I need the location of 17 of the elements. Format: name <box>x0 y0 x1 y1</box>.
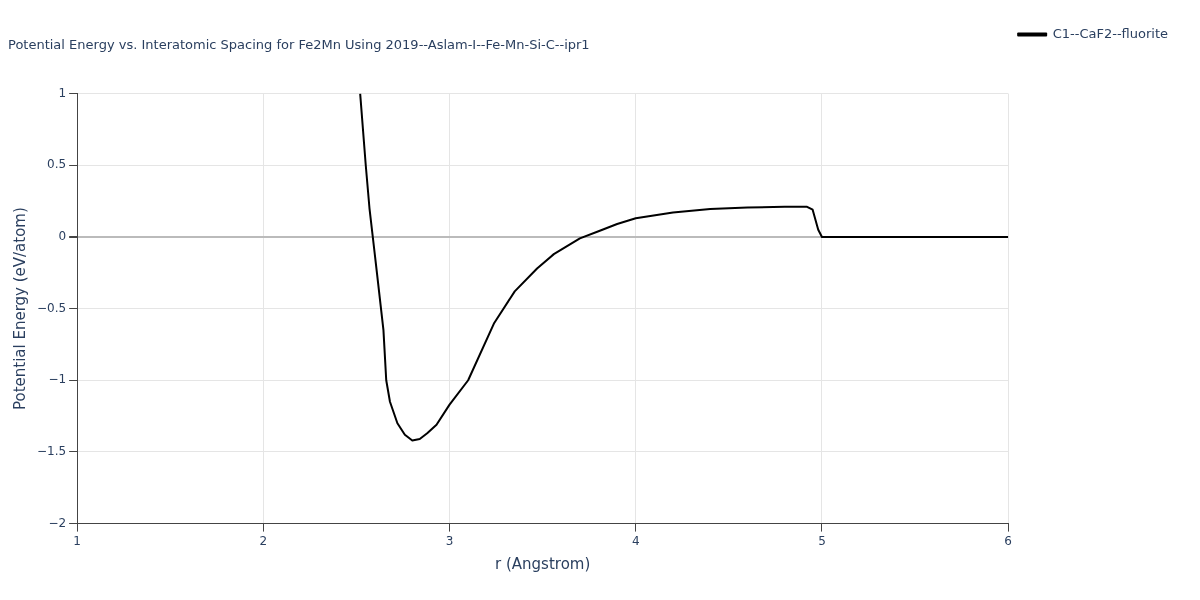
x-tick-label: 5 <box>818 533 826 548</box>
x-tick-label: 4 <box>631 533 640 548</box>
y-tick-label: −2 <box>48 515 67 530</box>
y-tick-label: 1 <box>58 85 67 100</box>
y-tick-label: −0.5 <box>37 300 67 315</box>
x-axis-title: r (Angstrom) <box>495 554 591 573</box>
y-tick-label: 0.5 <box>47 157 67 172</box>
y-tick-label: −1 <box>48 372 67 387</box>
x-tick-label: 6 <box>1004 533 1012 548</box>
x-tick-label: 3 <box>445 533 454 548</box>
y-axis-title: Potential Energy (eV/atom) <box>10 207 29 411</box>
legend-label: C1--CaF2--fluorite <box>1052 25 1169 41</box>
y-tick-label: 0 <box>58 229 67 244</box>
chart-title: Potential Energy vs. Interatomic Spacing for Fe2Mn Using 2019--Aslam-I--Fe-Mn-Si-C--ipr1 <box>8 37 590 53</box>
y-tick-label: −1.5 <box>37 444 67 459</box>
x-tick-label: 2 <box>259 533 268 548</box>
x-tick-label: 1 <box>73 533 81 548</box>
